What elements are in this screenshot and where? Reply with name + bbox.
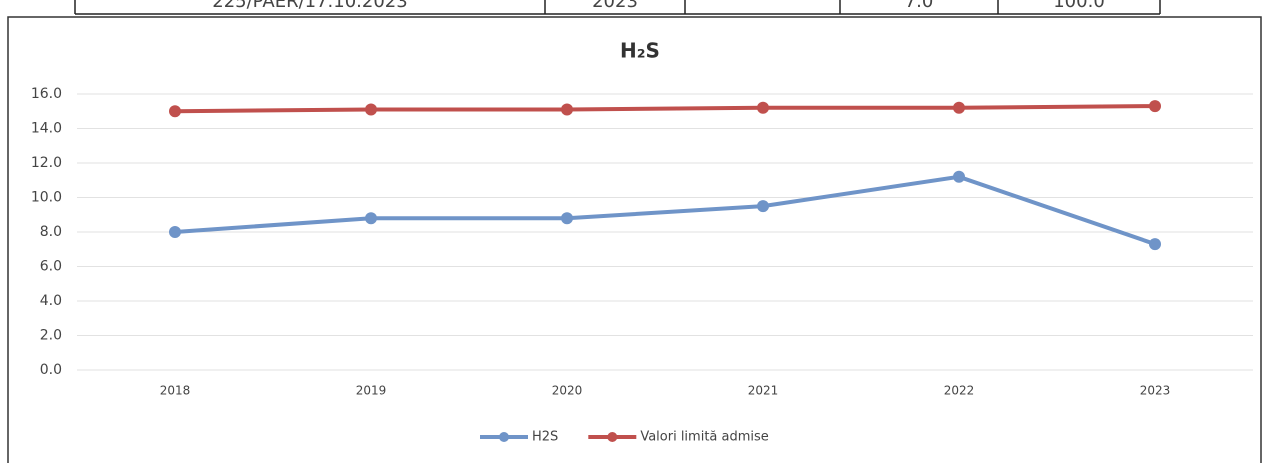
data-point (1149, 238, 1161, 251)
y-tick-label: 0.0 (40, 362, 62, 378)
legend-label: H2S (532, 430, 558, 445)
series-line (174, 174, 1156, 246)
data-point (953, 170, 965, 183)
table-cell: 7.0 (905, 0, 934, 12)
x-tick-label: 2023 (1140, 384, 1171, 398)
series-line (174, 104, 1156, 114)
data-point (561, 212, 573, 225)
y-tick-label: 4.0 (40, 293, 62, 309)
y-tick-label: 8.0 (40, 224, 62, 240)
chart-frame (7, 16, 1262, 463)
y-tick-label: 10.0 (31, 190, 62, 206)
data-point (169, 105, 181, 118)
x-tick-label: 2021 (748, 384, 779, 398)
legend-label: Valori limită admise (640, 430, 768, 445)
data-point (561, 103, 573, 116)
chart-title: H₂S (620, 39, 660, 63)
data-point (365, 212, 377, 225)
data-point (169, 226, 181, 238)
x-tick-label: 2020 (552, 384, 583, 398)
x-tick-label: 2022 (944, 384, 975, 398)
x-tick-label: 2018 (160, 384, 191, 398)
y-tick-label: 6.0 (40, 259, 62, 275)
legend-marker (607, 432, 618, 442)
table-row: 225/PAER/17.10.2023 2023 7.0 100.0 (74, 0, 1161, 15)
x-tick-label: 2019 (356, 384, 387, 398)
legend-marker (499, 432, 509, 442)
y-tick-label: 14.0 (31, 121, 62, 137)
data-point (1149, 100, 1161, 113)
data-point (953, 101, 965, 114)
table-cell: 2023 (592, 0, 638, 12)
table-cell: 225/PAER/17.10.2023 (212, 0, 407, 12)
data-point (757, 200, 769, 213)
table-cell: 100.0 (1053, 0, 1105, 12)
y-tick-label: 2.0 (40, 328, 62, 344)
y-tick-label: 16.0 (31, 86, 62, 102)
data-point (365, 103, 377, 116)
data-point (757, 101, 769, 114)
y-tick-label: 12.0 (31, 155, 62, 171)
